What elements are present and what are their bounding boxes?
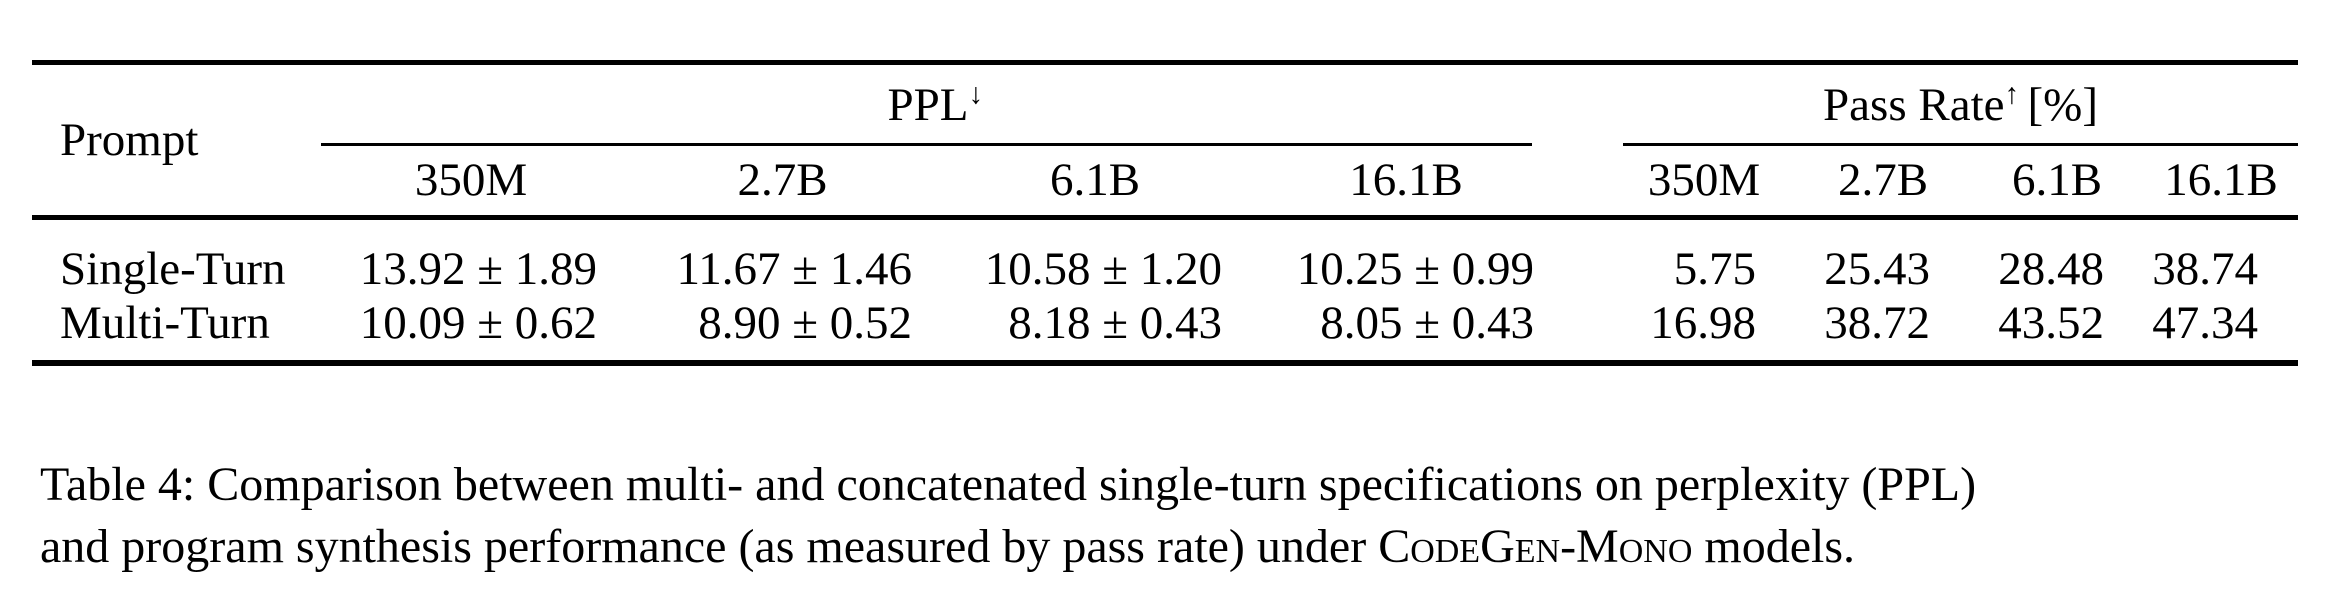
ppl-group-header: PPL↓ — [317, 63, 1562, 146]
table-body: Single-Turn 13.92 ± 1.89 11.67 ± 1.46 10… — [32, 217, 2299, 364]
pass-rate-value-cell: 38.72 — [1824, 297, 1931, 349]
pass-rate-col-6.1b-header: 6.1B — [2011, 154, 2103, 207]
ppl-value-cell: 13.92 ± 1.89 — [359, 243, 597, 295]
pass-rate-value-cell: 25.43 — [1824, 243, 1931, 295]
codegen-mono-smallcaps: CodeGen-Mono — [1378, 520, 1693, 573]
ppl-col-350m-header: 350M — [414, 154, 528, 207]
pass-rate-value-cell: 38.74 — [2152, 243, 2259, 295]
results-table: Prompt PPL↓ Pass Rate↑ [%] 350M 2.7B 6.1B… — [32, 60, 2299, 366]
prompt-column-header: Prompt — [60, 114, 199, 166]
ppl-col-6.1b-header: 6.1B — [1049, 154, 1141, 207]
pass-rate-group-suffix: [%] — [2027, 79, 2098, 132]
caption-line-2-text: and program synthesis performance (as me… — [40, 520, 1379, 573]
ppl-value-cell: 8.05 ± 0.43 — [1320, 297, 1535, 349]
pass-rate-value-cell: 16.98 — [1650, 297, 1757, 349]
ppl-value-cell: 11.67 ± 1.46 — [676, 243, 912, 295]
ppl-col-16.1b-header: 16.1B — [1349, 154, 1463, 207]
down-arrow-icon: ↓ — [968, 78, 984, 111]
pass-rate-value-cell: 28.48 — [1998, 243, 2105, 295]
ppl-value-cell: 8.18 ± 0.43 — [1008, 297, 1222, 349]
pass-rate-col-2.7b-header: 2.7B — [1837, 154, 1929, 207]
ppl-value-cell: 10.25 ± 0.99 — [1296, 243, 1535, 295]
pass-rate-value-cell: 43.52 — [1998, 297, 2105, 349]
pass-rate-col-350m-header: 350M — [1647, 154, 1761, 207]
pass-rate-group-header: Pass Rate↑ [%] — [1562, 63, 2299, 146]
group-header-row: Prompt PPL↓ Pass Rate↑ [%] — [32, 63, 2299, 166]
row-label: Multi-Turn — [60, 297, 270, 349]
up-arrow-icon: ↑ — [2004, 78, 2020, 111]
table-row: Multi-Turn 10.09 ± 0.62 8.90 ± 0.52 8.18… — [32, 296, 2298, 363]
caption-line-2: and program synthesis performance (as me… — [40, 516, 2302, 578]
subcolumn-header-row: 350M 2.7B 6.1B 16.1B 350M 2.7B 6.1B 16.1… — [32, 146, 2298, 218]
table-header: Prompt PPL↓ Pass Rate↑ [%] 350M 2.7B 6.1B… — [32, 63, 2299, 218]
table-row: Single-Turn 13.92 ± 1.89 11.67 ± 1.46 10… — [32, 218, 2298, 297]
ppl-value-cell: 8.90 ± 0.52 — [698, 297, 912, 349]
caption-line-1: Table 4: Comparison between multi- and c… — [40, 458, 1977, 511]
ppl-value-cell: 10.09 ± 0.62 — [359, 297, 597, 349]
pass-rate-value-cell: 47.34 — [2152, 297, 2259, 349]
ppl-value-cell: 10.58 ± 1.20 — [984, 243, 1222, 295]
ppl-col-2.7b-header: 2.7B — [737, 154, 828, 207]
pass-rate-col-16.1b-header: 16.1B — [2164, 154, 2278, 207]
table-caption: Table 4: Comparison between multi- and c… — [40, 454, 2302, 578]
caption-line-2-end: models. — [1692, 520, 1856, 573]
row-label: Single-Turn — [60, 243, 286, 295]
pass-rate-group-label: Pass Rate — [1823, 79, 2005, 132]
ppl-group-label: PPL — [887, 79, 969, 132]
pass-rate-value-cell: 5.75 — [1673, 243, 1757, 295]
